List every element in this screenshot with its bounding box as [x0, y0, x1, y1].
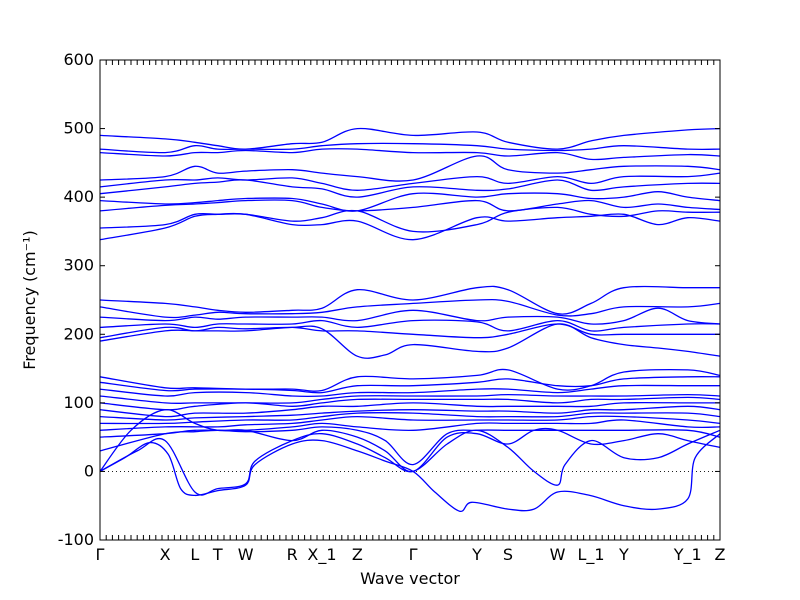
band-line-19	[99, 299, 721, 319]
y-tick-label: 100	[63, 393, 94, 412]
y-axis-ticks: -100 0 100 200 300 400 500 600	[58, 50, 720, 549]
x-tick-label: L_1	[577, 545, 604, 565]
band-line-11	[99, 393, 721, 405]
band-line-23	[99, 199, 721, 212]
x-tick-label: X_1	[307, 545, 336, 565]
band-line-17	[99, 319, 721, 332]
x-tick-label: Y	[471, 545, 482, 564]
x-tick-label: W	[550, 545, 566, 564]
y-tick-label: 0	[84, 461, 94, 480]
x-tick-label: Y_1	[673, 545, 702, 565]
y-tick-label: -100	[58, 530, 94, 549]
x-tick-label: T	[212, 545, 223, 564]
x-tick-label: S	[503, 545, 513, 564]
band-line-18	[99, 307, 721, 325]
band-line-16	[99, 323, 720, 339]
y-tick-label: 400	[63, 187, 94, 206]
x-tick-label: L	[190, 545, 199, 564]
x-tick-label: R	[287, 545, 298, 564]
x-tick-label: Y	[618, 545, 629, 564]
band-line-28	[99, 148, 721, 161]
band-line-8	[99, 405, 721, 421]
band-series-group	[99, 127, 721, 512]
band-line-7	[99, 412, 721, 425]
band-line-26	[99, 172, 721, 191]
y-tick-label: 600	[63, 50, 94, 69]
x-axis-ticks: Γ X L T W R X_1 Z Γ Y S W L_1 Y Y_1 Z	[96, 60, 726, 565]
x-tick-label: Z	[352, 545, 363, 564]
band-line-12	[99, 384, 720, 398]
x-tick-label: X	[160, 545, 171, 564]
band-line-15	[99, 323, 721, 359]
band-line-10	[99, 396, 721, 411]
band-line-27	[99, 155, 721, 182]
y-tick-label: 500	[63, 119, 94, 138]
band-line-20	[99, 285, 720, 315]
band-line-3	[99, 409, 721, 473]
x-tick-label: W	[238, 545, 254, 564]
band-line-29	[99, 142, 721, 154]
band-line-24	[99, 191, 721, 212]
band-line-1	[99, 433, 721, 512]
band-line-14	[99, 368, 721, 392]
band-line-9	[99, 401, 721, 418]
x-axis-label: Wave vector	[360, 569, 460, 588]
band-line-30	[99, 127, 721, 150]
band-line-5	[99, 419, 721, 438]
x-tick-label: Γ	[96, 545, 105, 564]
x-tick-label: Z	[715, 545, 726, 564]
band-line-22	[99, 206, 721, 233]
band-line-21	[99, 212, 721, 241]
band-line-25	[99, 179, 721, 198]
y-tick-label: 200	[63, 324, 94, 343]
y-tick-label: 300	[63, 256, 94, 275]
y-axis-label: Frequency (cm⁻¹)	[20, 230, 39, 369]
x-tick-label: Γ	[409, 545, 418, 564]
band-line-6	[99, 415, 721, 431]
band-line-13	[99, 376, 721, 394]
